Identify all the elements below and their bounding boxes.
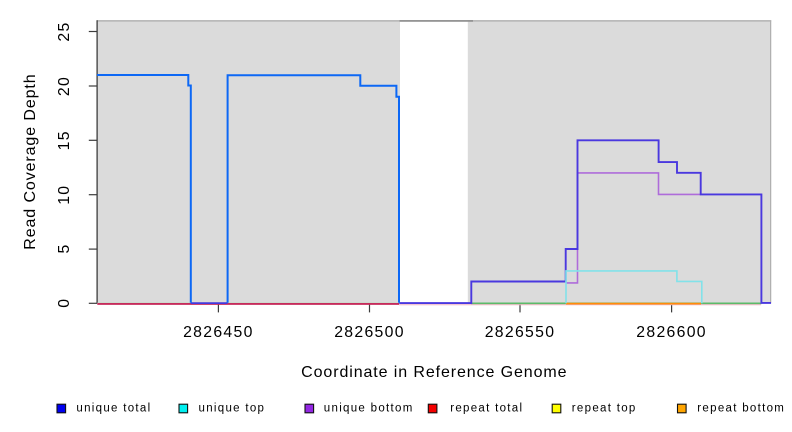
svg-text:2826600: 2826600 — [636, 324, 707, 341]
svg-text:repeat top: repeat top — [572, 403, 637, 415]
svg-text:2826500: 2826500 — [334, 324, 405, 341]
svg-text:Coordinate in Reference Genome: Coordinate in Reference Genome — [301, 364, 567, 381]
svg-text:15: 15 — [56, 130, 73, 150]
svg-text:Read Coverage Depth: Read Coverage Depth — [22, 73, 39, 249]
svg-text:unique total: unique total — [76, 403, 151, 415]
svg-text:0: 0 — [56, 299, 73, 308]
svg-text:unique top: unique top — [199, 403, 266, 415]
svg-text:unique bottom: unique bottom — [324, 403, 414, 415]
svg-text:25: 25 — [56, 21, 73, 41]
svg-text:2826550: 2826550 — [485, 324, 556, 341]
svg-text:5: 5 — [56, 244, 73, 253]
svg-text:repeat bottom: repeat bottom — [697, 403, 785, 415]
svg-text:10: 10 — [56, 185, 73, 205]
svg-text:20: 20 — [56, 76, 73, 96]
svg-text:repeat total: repeat total — [450, 403, 523, 415]
svg-text:2826450: 2826450 — [183, 324, 254, 341]
